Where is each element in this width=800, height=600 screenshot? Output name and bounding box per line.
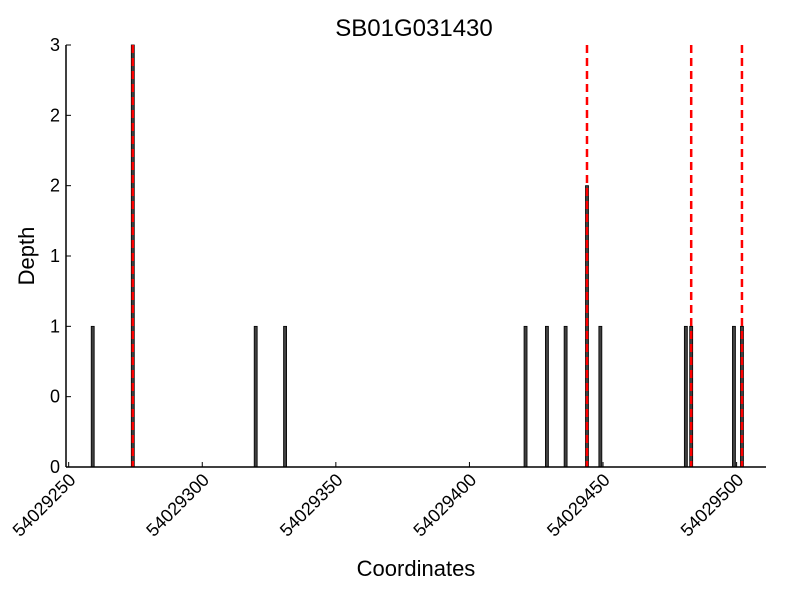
y-tick-label: 2 — [50, 105, 60, 125]
bar — [253, 325, 258, 468]
y-tick-label: 3 — [50, 35, 60, 55]
bar — [90, 325, 95, 468]
y-tick-label: 1 — [50, 316, 60, 336]
x-tick-label: 54029450 — [543, 470, 614, 541]
y-tick-label: 0 — [50, 457, 60, 477]
bar — [523, 325, 528, 468]
bar — [563, 325, 568, 468]
bar — [732, 325, 736, 468]
markers-group — [131, 45, 744, 467]
x-axis-label: Coordinates — [357, 556, 476, 581]
x-tick-label: 54029300 — [142, 470, 213, 541]
x-tick-label: 54029250 — [9, 470, 80, 541]
chart-title: SB01G031430 — [335, 15, 492, 42]
x-tick-label: 54029350 — [276, 470, 347, 541]
x-tick-label: 54029400 — [409, 470, 480, 541]
y-tick-label: 1 — [50, 246, 60, 266]
bar — [598, 325, 603, 468]
bar — [283, 325, 287, 468]
bar — [683, 325, 688, 468]
bars-group — [90, 44, 744, 468]
y-tick-label: 0 — [50, 387, 60, 407]
bar — [545, 325, 549, 468]
axes-group: 54029250 54029300 54029350 54029400 54029450… — [9, 35, 766, 540]
y-axis-label: Depth — [14, 227, 39, 286]
x-tick-label: 54029500 — [677, 470, 748, 541]
y-tick-label: 2 — [50, 176, 60, 196]
